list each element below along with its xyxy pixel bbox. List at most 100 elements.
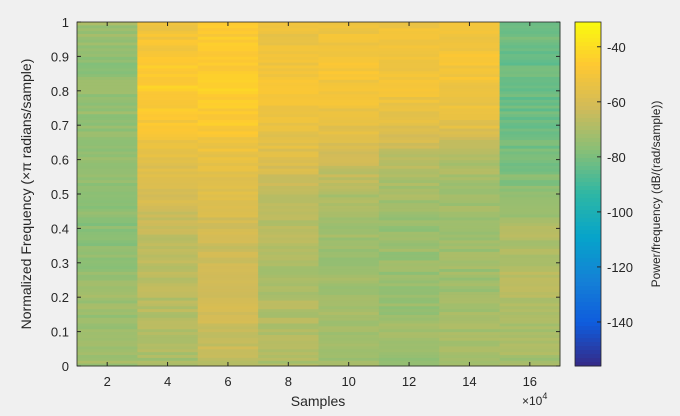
heatmap-cell — [318, 328, 380, 333]
heatmap-cell — [77, 245, 138, 249]
heatmap-cell — [137, 205, 199, 209]
heatmap-cell — [439, 199, 501, 204]
heatmap-cell — [499, 133, 561, 138]
heatmap-cell — [77, 314, 138, 318]
heatmap-cell — [137, 30, 199, 34]
heatmap-cell — [378, 225, 440, 229]
colorbar-swatch — [575, 334, 601, 339]
heatmap-cell — [318, 311, 380, 315]
colorbar-swatch — [575, 278, 601, 283]
heatmap-cell — [439, 345, 501, 350]
heatmap-cell — [197, 280, 259, 284]
heatmap-cell — [439, 50, 501, 55]
heatmap-cell — [499, 148, 561, 152]
heatmap-cell — [499, 50, 561, 55]
heatmap-cell — [439, 70, 501, 75]
heatmap-cell — [318, 194, 380, 198]
heatmap-cell — [439, 343, 501, 347]
heatmap-cell — [77, 102, 138, 106]
heatmap-cell — [77, 205, 138, 209]
heatmap-cell — [137, 214, 199, 218]
heatmap-cell — [197, 274, 259, 278]
heatmap-cell — [77, 151, 138, 155]
heatmap-cell — [258, 99, 319, 103]
heatmap-cell — [258, 30, 319, 34]
heatmap-cell — [499, 280, 561, 284]
heatmap-cell — [77, 27, 138, 32]
heatmap-cell — [439, 323, 501, 327]
heatmap-cell — [137, 325, 199, 330]
heatmap-cell — [378, 340, 440, 344]
heatmap-cell — [318, 136, 380, 141]
heatmap-cell — [197, 151, 259, 155]
colorbar-swatch — [575, 306, 601, 311]
heatmap-cell — [499, 211, 561, 215]
heatmap-cell — [137, 173, 199, 178]
heatmap-cell — [439, 179, 501, 184]
heatmap-cell — [77, 202, 138, 206]
heatmap-cell — [378, 30, 440, 34]
heatmap-cell — [378, 202, 440, 206]
heatmap-cell — [318, 257, 380, 261]
heatmap-cell — [378, 182, 440, 186]
colorbar-swatch — [575, 210, 601, 215]
heatmap-cell — [318, 308, 380, 313]
colorbar-swatch — [575, 194, 601, 199]
heatmap-cell — [137, 27, 199, 32]
heatmap-cell — [258, 211, 319, 215]
heatmap-cell — [258, 27, 319, 32]
heatmap-cell — [77, 33, 138, 37]
heatmap-cell — [378, 168, 440, 172]
heatmap-cell — [197, 268, 259, 272]
heatmap-cell — [258, 42, 319, 46]
heatmap-cell — [258, 343, 319, 347]
heatmap-cell — [197, 288, 259, 292]
heatmap-cell — [439, 302, 501, 307]
heatmap-cell — [258, 33, 319, 37]
heatmap-cell — [258, 337, 319, 341]
colorbar-swatch — [575, 246, 601, 251]
heatmap-cell — [77, 222, 138, 227]
heatmap-cell — [197, 96, 259, 100]
heatmap-cell — [258, 85, 319, 89]
heatmap-cell — [258, 194, 319, 198]
heatmap-cell — [77, 348, 138, 353]
x-tick-label: 16 — [523, 374, 537, 389]
heatmap-cell — [318, 237, 380, 241]
heatmap-cell — [318, 248, 380, 252]
heatmap-cell — [137, 294, 199, 298]
heatmap-cell — [197, 314, 259, 318]
heatmap-cell — [258, 148, 319, 152]
heatmap-cell — [137, 216, 199, 221]
heatmap-cell — [258, 317, 319, 321]
colorbar-frame — [574, 21, 602, 367]
heatmap-cell — [197, 323, 259, 327]
heatmap-cell — [137, 168, 199, 172]
heatmap-cell — [197, 211, 259, 215]
heatmap-cell — [197, 128, 259, 132]
heatmap-cell — [499, 42, 561, 46]
heatmap-cell — [378, 142, 440, 146]
heatmap-cell — [439, 222, 501, 227]
heatmap-cell — [318, 56, 380, 60]
heatmap-cell — [137, 257, 199, 261]
heatmap-cell — [439, 196, 501, 201]
heatmap-cell — [197, 354, 259, 358]
heatmap-cell — [439, 360, 501, 364]
heatmap-cell — [318, 47, 380, 52]
heatmap-cell — [258, 325, 319, 330]
heatmap-cell — [77, 248, 138, 252]
heatmap-cell — [499, 222, 561, 227]
colorbar-swatch — [575, 58, 601, 63]
heatmap-cell — [378, 56, 440, 60]
heatmap-cell — [77, 285, 138, 290]
heatmap-cell — [499, 130, 561, 135]
heatmap-cell — [439, 39, 501, 43]
heatmap-cell — [499, 59, 561, 63]
heatmap-cell — [77, 194, 138, 198]
heatmap-cell — [137, 56, 199, 60]
heatmap-cell — [258, 125, 319, 129]
colorbar-swatch — [575, 294, 601, 299]
heatmap-cell — [137, 148, 199, 152]
colorbar-swatch — [575, 222, 601, 227]
